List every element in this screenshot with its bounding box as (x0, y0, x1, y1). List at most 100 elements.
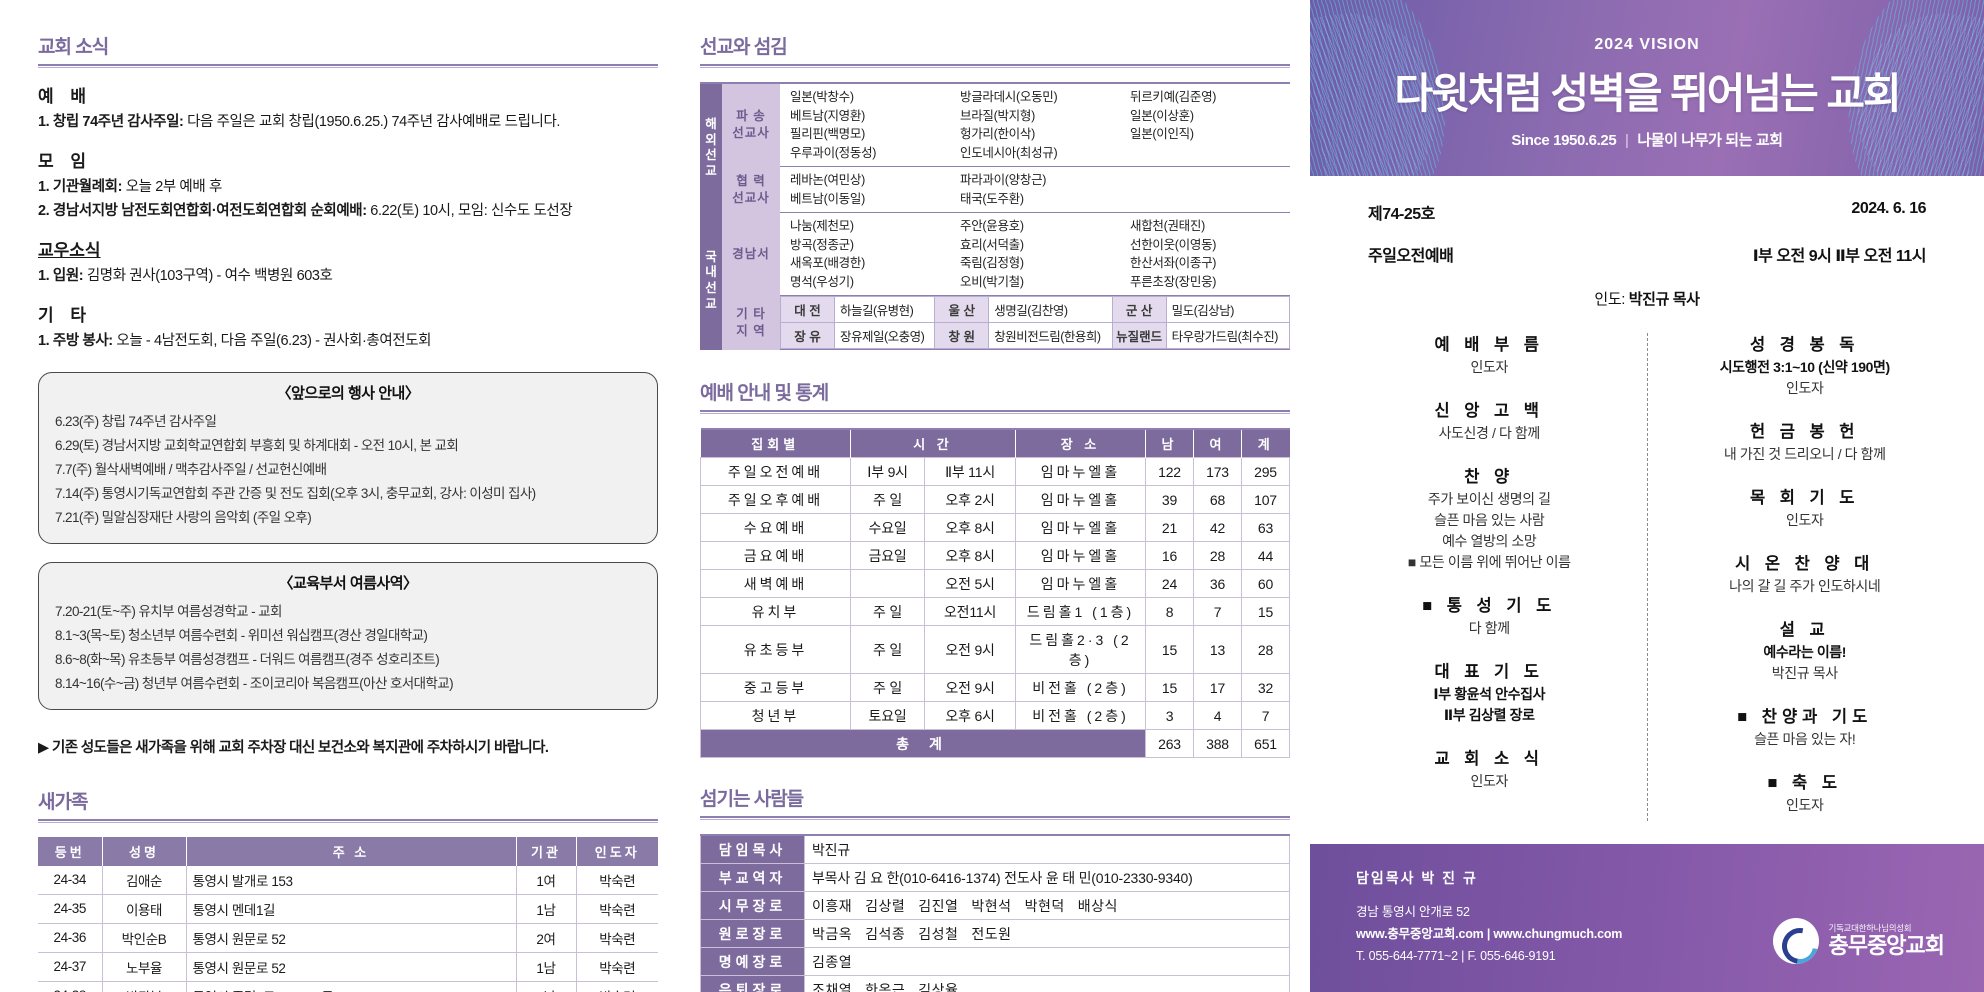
order-item-title: 교 회 소 식 (1434, 750, 1544, 768)
staff-row: 시무장로 이흥재 김상렬 김진열 박현석 박현덕 배상식 (700, 891, 1290, 920)
stats-cell: 중고등부 (700, 673, 851, 702)
summer-ministry-box: 〈교육부서 여름사역〉 7.20-21(토~주) 유치부 여름성경학교 - 교회… (38, 561, 658, 710)
section-title-new-family: 새가족 (38, 791, 88, 813)
staff-name: 배상식 (1077, 897, 1118, 914)
mission-entry: 방곡(정종군) (790, 237, 854, 252)
table-row: 주일오전예배 Ⅰ부 9시 Ⅱ부 11시 임마누엘홀 122 173 295 (700, 457, 1290, 486)
stats-cell: 금요예배 (700, 541, 851, 570)
leader-name: 박진규 목사 (1628, 291, 1700, 308)
stats-cell: 4 (1193, 701, 1242, 730)
staff-row: 원로장로 박금옥 김석종 김성철 전도원 (700, 919, 1290, 948)
new-family-body: 24-34 김애순 통영시 발개로 153 1여 박숙련 24-35 이용태 통영시 멘데1길… (38, 865, 658, 992)
summer-ministry-row: 7.20-21(토~주) 유치부 여름성경학교 - 교회 (55, 603, 282, 619)
staff-row: 은퇴장로 조채열 한옥근 김상율 (700, 975, 1290, 992)
stats-cell: 새벽예배 (700, 569, 851, 598)
new-family-cell: 1남 (515, 952, 576, 982)
order-item: 신 앙 고 백 사도신경 / 다 함께 (1336, 397, 1643, 444)
staff-name: 이흥재 (812, 897, 853, 914)
stats-cell: 8 (1145, 597, 1194, 626)
order-item-title: 헌 금 봉 헌 (1750, 423, 1860, 441)
new-family-cell: 24-37 (38, 952, 102, 982)
stats-cell: 토요일 (849, 701, 926, 730)
stats-cell: 유치부 (700, 597, 851, 626)
stats-total-value: 388 (1193, 729, 1242, 758)
order-item: 설 교 예수라는 이름! 박진규 목사 (1652, 616, 1959, 684)
order-item-detail: 인도자 (1470, 773, 1509, 789)
mission-region-name: 대 전 (780, 296, 835, 323)
mission-entry: 헝가리(한이삭) (960, 127, 1035, 141)
new-family-header-cell: 인도자 (576, 836, 658, 866)
footer-website[interactable]: www.충무중앙교회.com | www.chungmuch.com (1356, 924, 1938, 946)
staff-role-label: 시무장로 (700, 891, 805, 920)
order-item-title: 예 배 부 름 (1434, 336, 1544, 354)
table-row: 유치부 주 일 오전11시 드림홀1 (1층) 8 7 15 (700, 597, 1290, 626)
new-family-cell: 통영시 멘데1길 (185, 894, 516, 924)
footer-phone: T. 055-644-7771~2 | F. 055-646-9191 (1356, 948, 1556, 963)
upcoming-events-box: 〈앞으로의 행사 안내〉 6.23(주) 창립 74주년 감사주일 6.29(토)… (38, 371, 658, 544)
order-item-detail: 사도신경 / 다 함께 (1438, 425, 1541, 441)
new-family-cell: 24-35 (38, 894, 102, 924)
mission-other-entries: 대 전 하늘길(유병현) 울 산 생명길(김찬영) 군 산 밀도(김상남) 장 유 장유제일(… (780, 295, 1291, 350)
new-family-cell: 2남 (515, 981, 576, 992)
new-family-cell: 통영시 원문로 52 (185, 923, 516, 953)
stats-cell: 15 (1145, 673, 1194, 702)
staff-role-label: 부교역자 (700, 863, 805, 892)
mission-entry: 인도네시아(최성규) (960, 145, 1058, 160)
summer-ministry-row: 8.14~16(수~금) 청년부 여름수련회 - 조이코리아 복음캠프(아산 호… (55, 675, 454, 691)
stats-cell: 오전 5시 (924, 569, 1016, 598)
upcoming-events-title: 〈앞으로의 행사 안내〉 (276, 384, 420, 402)
staff-name: 김상율 (918, 981, 959, 992)
new-family-header-cell: 등번 (38, 836, 103, 866)
staff-names: 박금옥 김석종 김성철 전도원 (804, 919, 1290, 948)
stats-cell: 임마누엘홀 (1015, 569, 1146, 598)
summer-ministry-rows: 7.20-21(토~주) 유치부 여름성경학교 - 교회 8.1~3(목~토) 청… (55, 600, 641, 696)
order-item: ■ 축 도 인도자 (1652, 769, 1959, 816)
order-item-title: ■ 통 성 기 도 (1422, 597, 1557, 615)
mission-entry-column: 파라과이(양창근) 태국(도주환) (950, 171, 1120, 208)
mission-entry: 일본(이상훈) (1130, 108, 1194, 123)
new-family-header-cell: 기관 (516, 836, 577, 866)
news-group-heading: 기 타 (38, 305, 93, 325)
new-family-cell: 24-36 (38, 923, 102, 953)
new-family-table: 등번 성명 주 소 기관 인도자 24-34 김애순 통영시 발개로 153 1여 박숙련 24-… (38, 836, 658, 992)
news-group-heading: 예 배 (38, 87, 93, 106)
mission-entry: 효리(서덕출) (960, 237, 1024, 252)
bulletin-meta-row-service: 주일오전예배 Ⅰ부 오전 9시 Ⅱ부 오전 11시 (1368, 242, 1927, 266)
service-leader-line: 인도: 박진규 목사 (1310, 288, 1984, 309)
stats-cell: Ⅱ부 11시 (924, 457, 1016, 486)
order-item-detail: 인도자 (1470, 359, 1509, 375)
banner-since-line: Since 1950.6.25 | 나물이 나무가 되는 교회 (1511, 129, 1783, 150)
stats-cell: 주 일 (849, 597, 926, 626)
upcoming-event-row: 7.21(주) 밀알심장재단 사랑의 음악회 (주일 오후) (55, 509, 312, 525)
mission-region-name: 뉴질랜드 (1111, 322, 1167, 349)
stats-header-cell: 계 (1241, 429, 1290, 458)
order-item-title: ■ 축 도 (1767, 774, 1842, 792)
section-title-staff: 섬기는 사람들 (700, 789, 804, 810)
banner-tagline: 나물이 나무가 되는 교회 (1637, 132, 1783, 149)
table-row: 24-35 이용태 통영시 멘데1길 1남 박숙련 (38, 894, 658, 924)
order-item-title: 목 회 기 도 (1750, 489, 1860, 507)
stats-cell: 드림홀1 (1층) (1015, 597, 1146, 626)
table-row: 중고등부 주 일 오전 9시 비전홀 (2층) 15 17 32 (700, 673, 1290, 702)
mission-entry: 죽림(김정형) (960, 256, 1024, 270)
stats-cell: 7 (1193, 597, 1242, 626)
stats-cell: 17 (1193, 673, 1242, 702)
order-item-title: 찬 양 (1464, 468, 1515, 486)
stats-cell: 173 (1193, 457, 1242, 486)
stats-cell: 주 일 (849, 673, 926, 702)
stats-cell: 21 (1145, 513, 1194, 542)
order-item-detail: 시도행전 3:1~10 (신약 190면) (1719, 359, 1890, 375)
new-family-cell: 2여 (515, 923, 576, 953)
mission-entry-column: 나눔(제천모) 방곡(정종군) 새옥포(배경한) 명석(우성기) (780, 217, 950, 291)
mission-region-church: 창원비전드림(한용희) (988, 322, 1113, 349)
new-family-cell: 24-38 (38, 981, 102, 992)
mission-entry-column: 주안(윤용호) 효리(서덕출) 죽림(김정형) 오비(박기철) (950, 217, 1120, 291)
staff-name: 김석종 (865, 925, 906, 942)
news-item: 1. 기관월례회: 오늘 2부 예배 후 (38, 178, 222, 195)
new-family-cell: 박광복 (101, 981, 186, 992)
section-title-church-news: 교회 소식 (38, 37, 109, 58)
